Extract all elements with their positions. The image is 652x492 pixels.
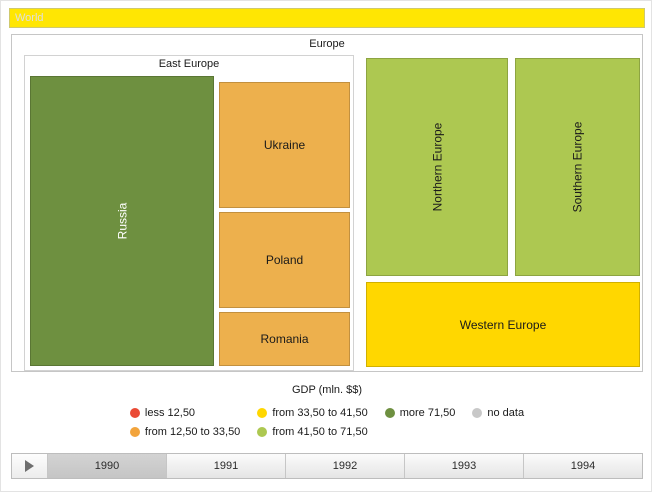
year-button-1991[interactable]: 1991 [167, 454, 286, 478]
legend-item-label: more 71,50 [399, 407, 456, 419]
cell-northern-europe-label: Northern Europe [430, 122, 444, 212]
legend-item-label: less 12,50 [144, 407, 196, 419]
legend-swatch-yellow-icon [257, 408, 268, 418]
play-button[interactable] [12, 454, 48, 478]
cell-southern-europe[interactable]: Southern Europe [515, 58, 640, 276]
legend-item[interactable]: from 41,50 to 71,50 [257, 426, 368, 438]
year-button-1992[interactable]: 1992 [286, 454, 405, 478]
timeline: 1990 1991 1992 1993 1994 [11, 453, 643, 479]
cell-romania[interactable]: Romania [219, 312, 350, 366]
cell-romania-label: Romania [260, 332, 309, 346]
legend-item[interactable]: from 33,50 to 41,50 [257, 407, 368, 419]
legend-item-label: from 12,50 to 33,50 [144, 426, 241, 438]
cell-russia-label: Russia [115, 202, 129, 240]
legend-swatch-red-icon [129, 408, 140, 418]
year-button-1990[interactable]: 1990 [48, 454, 167, 478]
legend: GDP (mln. $$) less 12,50 from 33,50 to 4… [1, 384, 651, 438]
legend-item[interactable]: less 12,50 [129, 407, 196, 419]
legend-swatch-yellowgreen-icon [257, 427, 268, 437]
east-europe-label[interactable]: East Europe [158, 58, 220, 70]
world-label: World [15, 12, 44, 24]
legend-swatch-gray-icon [472, 408, 483, 418]
legend-swatch-orange-icon [129, 427, 140, 437]
cell-poland[interactable]: Poland [219, 212, 350, 308]
cell-russia[interactable]: Russia [30, 76, 214, 366]
cell-western-europe[interactable]: Western Europe [366, 282, 640, 367]
legend-item-label: no data [487, 407, 525, 419]
world-node[interactable]: World [9, 8, 645, 28]
cell-western-europe-label: Western Europe [459, 317, 547, 332]
legend-item[interactable]: from 12,50 to 33,50 [129, 426, 241, 438]
year-button-1994[interactable]: 1994 [524, 454, 642, 478]
cell-ukraine[interactable]: Ukraine [219, 82, 350, 208]
cell-northern-europe[interactable]: Northern Europe [366, 58, 508, 276]
cell-ukraine-label: Ukraine [263, 138, 306, 152]
europe-node: Europe East Europe Russia Ukraine Poland… [11, 34, 643, 372]
legend-item-label: from 41,50 to 71,50 [272, 426, 368, 438]
east-europe-group: East Europe Russia Ukraine Poland Romani… [24, 55, 354, 371]
year-button-1993[interactable]: 1993 [405, 454, 524, 478]
legend-item-label: from 33,50 to 41,50 [272, 407, 368, 419]
legend-title: GDP (mln. $$) [291, 384, 363, 396]
cell-poland-label: Poland [265, 253, 304, 267]
play-icon [25, 460, 34, 472]
legend-grid: less 12,50 from 33,50 to 41,50 more 71,5… [129, 407, 524, 438]
cell-southern-europe-label: Southern Europe [570, 121, 585, 213]
legend-item[interactable]: more 71,50 [384, 407, 456, 419]
legend-swatch-darkgreen-icon [384, 408, 395, 418]
europe-label[interactable]: Europe [309, 38, 345, 50]
legend-item[interactable]: no data [472, 407, 524, 419]
